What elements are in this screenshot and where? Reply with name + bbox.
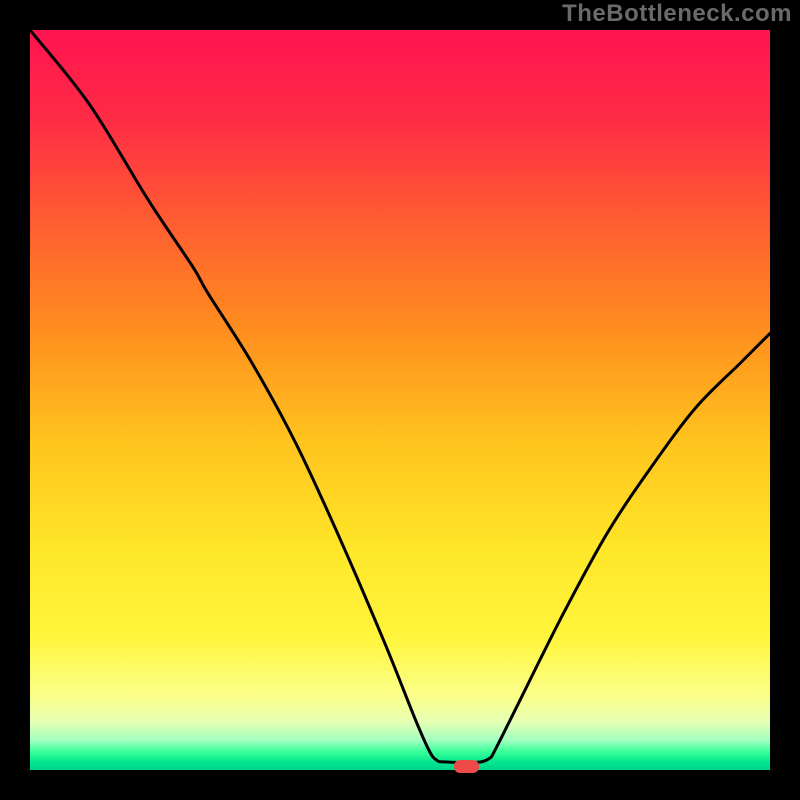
plot-area: [30, 30, 770, 770]
curve-path: [30, 30, 770, 763]
watermark-text: TheBottleneck.com: [562, 0, 792, 28]
chart-frame: TheBottleneck.com: [0, 0, 800, 800]
minimum-marker: [454, 760, 478, 773]
bottleneck-curve: [30, 30, 770, 770]
